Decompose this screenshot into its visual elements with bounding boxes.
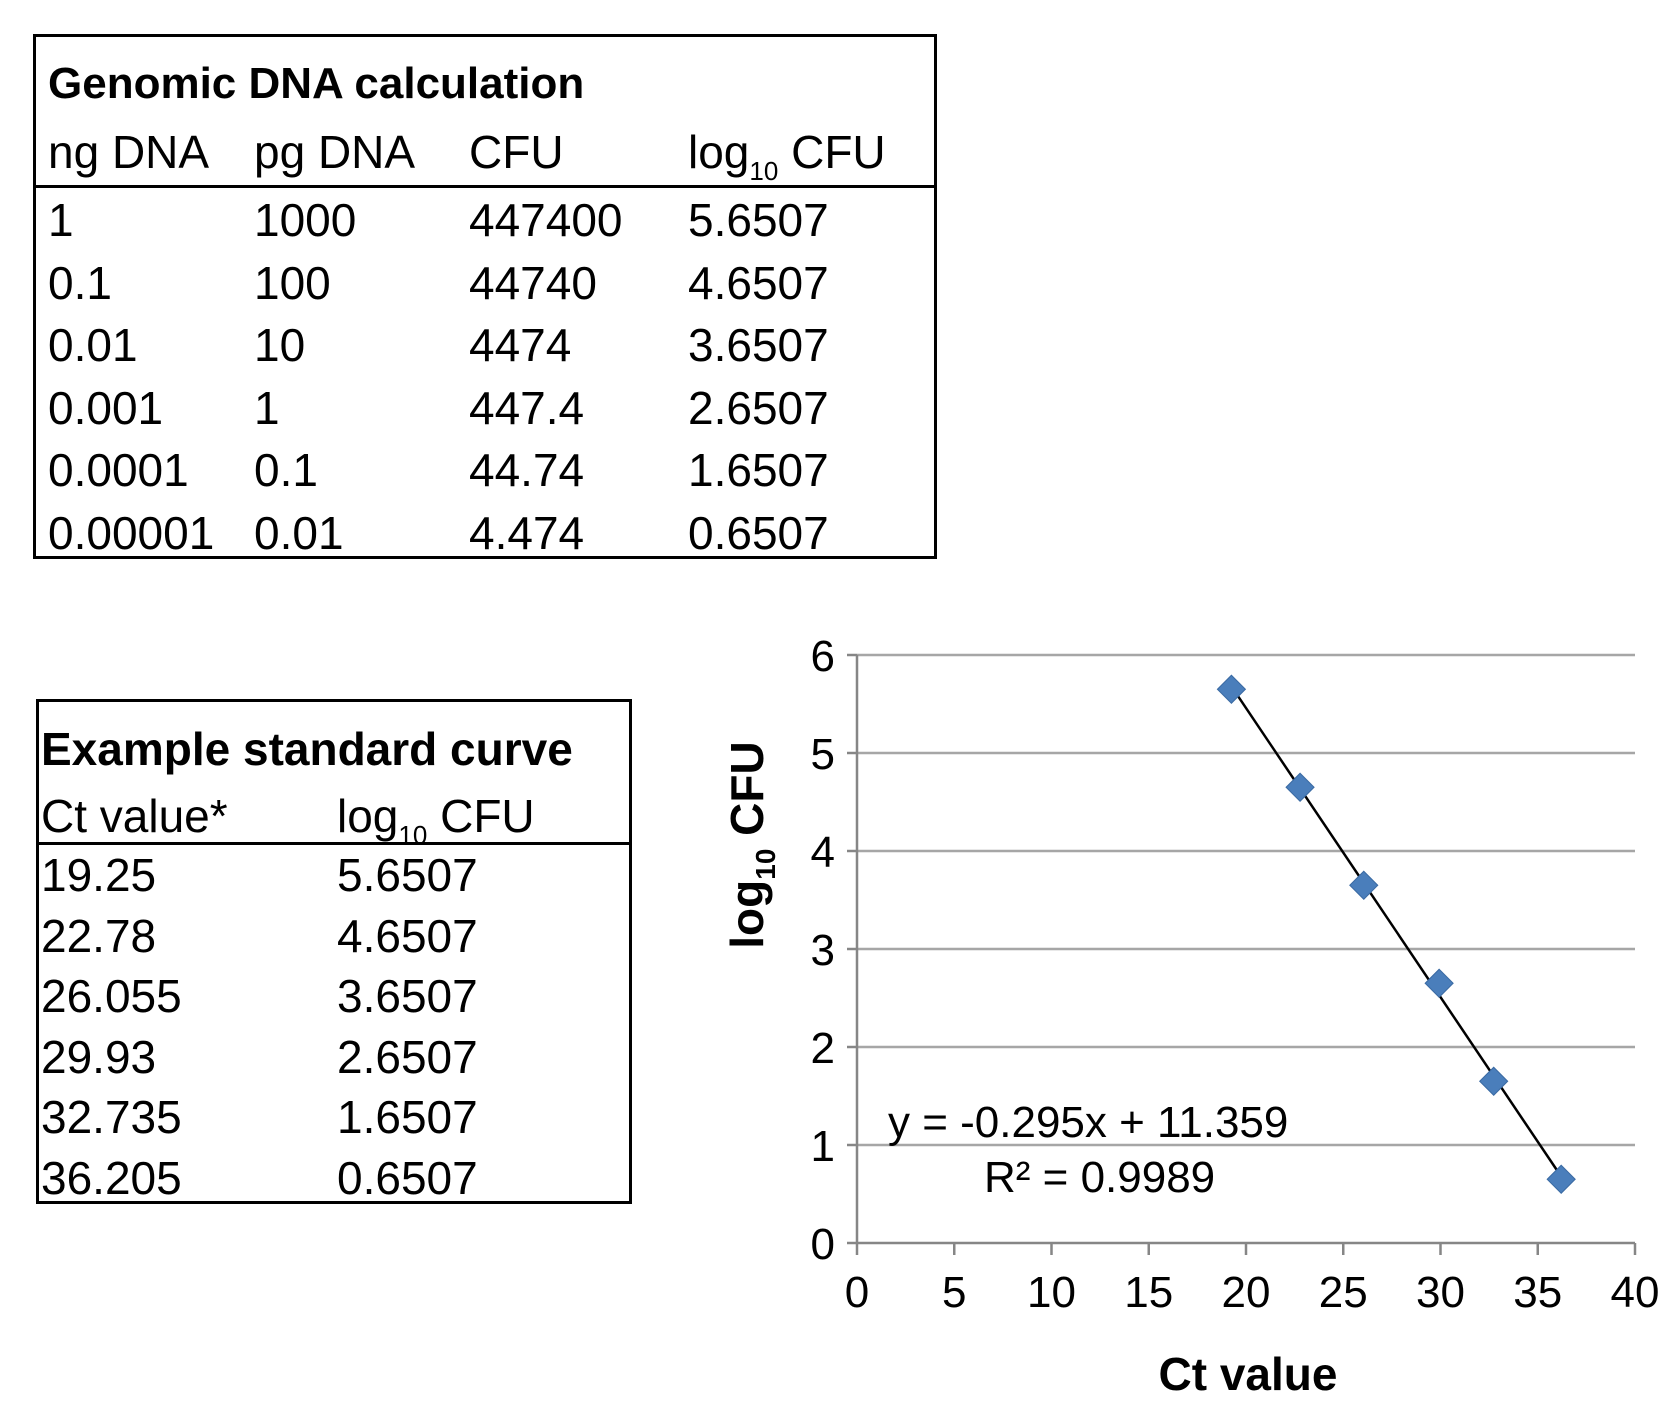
y-axis-label: log10 CFU — [721, 741, 781, 948]
standard-table-title: Example standard curve — [41, 723, 573, 775]
y-tick-label: 4 — [811, 828, 835, 877]
x-tick-label: 35 — [1513, 1268, 1562, 1317]
data-points — [1216, 674, 1576, 1194]
genomic-dna-table: Genomic DNA calculation ng DNA pg DNA CF… — [33, 34, 937, 559]
table-cell: 10 — [254, 319, 306, 371]
table-cell: 4.6507 — [337, 909, 478, 962]
data-point — [1285, 772, 1315, 802]
table-cell: 3.6507 — [337, 970, 478, 1022]
x-tick-label: 10 — [1027, 1268, 1076, 1317]
header-cfu: CFU — [469, 126, 564, 178]
gridlines — [857, 653, 1635, 1147]
table-cell: 0.001 — [48, 381, 164, 434]
x-tick-label: 30 — [1416, 1268, 1465, 1317]
table-cell: 2.6507 — [337, 1030, 478, 1083]
trendline-group — [1230, 685, 1563, 1178]
x-axis-label: Ct value — [1159, 1348, 1338, 1400]
table-cell: 1000 — [254, 194, 357, 246]
axes: 0 1 2 3 4 5 6 0 5 10 15 20 25 30 35 40 — [811, 632, 1660, 1317]
table-cell: 29.93 — [41, 1030, 157, 1083]
table-cell: 4.6507 — [688, 256, 829, 309]
data-point — [1216, 674, 1247, 704]
table-cell: 447400 — [469, 194, 623, 246]
data-point — [1424, 968, 1454, 998]
genomic-table-title: Genomic DNA calculation — [48, 59, 585, 108]
header-pg-dna: pg DNA — [254, 126, 416, 178]
table-cell: 0.1 — [48, 256, 112, 309]
header-ct-value: Ct value* — [41, 790, 228, 842]
x-tick-label: 15 — [1124, 1268, 1173, 1317]
table-cell: 0.1 — [254, 444, 318, 496]
header-log10-cfu: log10 CFU — [337, 790, 535, 850]
table-cell: 5.6507 — [688, 194, 829, 246]
axis-labels: Ct value log10 CFU y = -0.295x + 11.359 … — [721, 741, 1337, 1400]
table-cell: 36.205 — [41, 1151, 182, 1204]
standard-curve-table: Example standard curve Ct value* log10 C… — [36, 699, 632, 1204]
x-tick-label: 40 — [1611, 1268, 1660, 1317]
table-cell: 1.6507 — [688, 444, 829, 496]
table-cell: 0.0001 — [48, 444, 189, 496]
table-cell: 2.6507 — [688, 381, 829, 434]
header-divider — [36, 185, 934, 188]
table-cell: 44.74 — [469, 444, 585, 496]
table-cell: 1 — [48, 194, 74, 246]
y-tick-label: 0 — [811, 1220, 835, 1269]
table-cell: 5.6507 — [337, 849, 478, 901]
y-tick-label: 6 — [811, 632, 835, 681]
x-tick-label: 5 — [942, 1268, 966, 1317]
table-cell: 32.735 — [41, 1091, 182, 1143]
table-cell: 26.055 — [41, 970, 182, 1022]
table-cell: 1.6507 — [337, 1091, 478, 1143]
y-tick-label: 2 — [811, 1024, 835, 1073]
data-point — [1546, 1164, 1576, 1194]
table-cell: 0.6507 — [337, 1151, 478, 1204]
table-cell: 44740 — [469, 256, 597, 309]
data-point — [1349, 870, 1379, 900]
table-cell: 22.78 — [41, 909, 157, 962]
table-cell: 0.01 — [254, 506, 344, 559]
x-tick-label: 20 — [1222, 1268, 1271, 1317]
y-tick-label: 3 — [811, 926, 835, 975]
y-tick-label: 5 — [811, 730, 835, 779]
table-cell: 0.01 — [48, 319, 138, 371]
table-cell: 447.4 — [469, 381, 585, 434]
x-tick-label: 25 — [1319, 1268, 1368, 1317]
r-squared-label: R² = 0.9989 — [984, 1153, 1215, 1202]
trendline-equation: y = -0.295x + 11.359 — [888, 1098, 1288, 1147]
x-tick-label: 0 — [845, 1268, 869, 1317]
table-cell: 100 — [254, 256, 331, 309]
table-cell: 4474 — [469, 319, 572, 371]
header-ng-dna: ng DNA — [48, 126, 210, 178]
data-point — [1478, 1066, 1509, 1096]
y-tick-label: 1 — [811, 1122, 835, 1171]
table-cell: 0.00001 — [48, 506, 215, 559]
table-cell: 1 — [254, 381, 280, 434]
table-cell: 3.6507 — [688, 319, 829, 371]
header-log10-cfu: log10 CFU — [688, 126, 886, 186]
header-divider — [39, 842, 629, 845]
table-cell: 19.25 — [41, 849, 157, 901]
trendline — [1230, 685, 1563, 1178]
table-cell: 4.474 — [469, 506, 585, 559]
table-cell: 0.6507 — [688, 506, 829, 559]
